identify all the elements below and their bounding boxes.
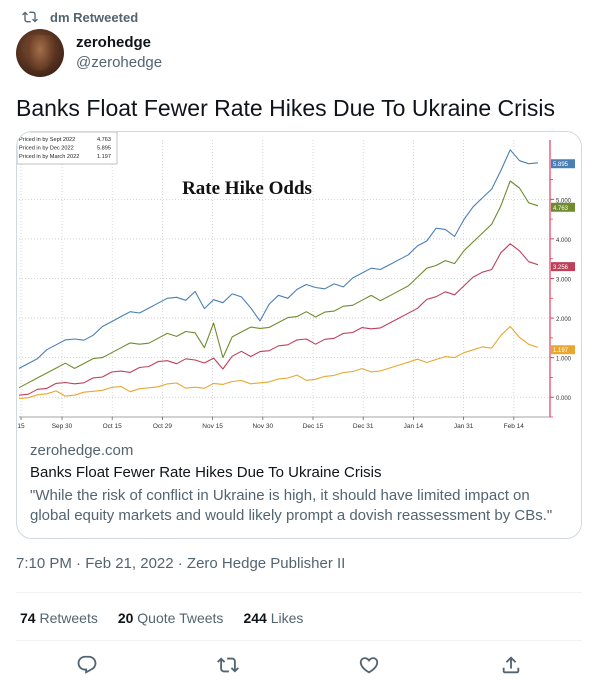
quotes-label: Quote Tweets [137, 610, 224, 626]
retweet-action-icon [217, 657, 239, 673]
legend-value: 5.895 [97, 146, 111, 152]
x-tick-label: Nov 15 [202, 423, 223, 430]
like-button[interactable] [358, 654, 382, 678]
y-tick-label: 1.000 [556, 357, 572, 363]
y-tick-label: 3.000 [556, 278, 572, 284]
series-line [18, 243, 539, 396]
end-value-label: 5.895 [553, 162, 569, 168]
legend-label: Priced in by Dec 2022 [19, 146, 74, 152]
x-tick-label: Dec 31 [353, 423, 374, 430]
link-card[interactable]: 5.895 4.763 3.256 1.197 Priced in by Sept 2… [16, 131, 582, 539]
y-tick-label: 5.000 [556, 198, 572, 204]
chart-image: 5.895 4.763 3.256 1.197 Priced in by Sept 2… [17, 132, 581, 432]
divider [16, 640, 582, 641]
x-tick-label: 15 [17, 423, 25, 430]
y-tick-label: 2.000 [556, 317, 572, 323]
retweet-icon [22, 11, 38, 23]
end-value-badge [551, 202, 575, 212]
x-tick-label: Jan 31 [454, 423, 474, 430]
retweet-label: dm Retweeted [50, 9, 139, 25]
card-domain: zerohedge.com [30, 442, 134, 459]
end-value-label: 4.763 [553, 206, 569, 212]
retweets-stat[interactable]: 74 Retweets [20, 610, 98, 626]
action-bar [0, 650, 598, 682]
likes-stat[interactable]: 244 Likes [243, 610, 303, 626]
timestamp[interactable]: 7:10 PM · Feb 21, 2022 · Zero Hedge Publ… [16, 555, 346, 572]
legend-label: Priced in by Sept 2022 [19, 137, 75, 143]
retweets-label: Retweets [39, 610, 98, 626]
legend-label: Priced in by March 2022 [19, 154, 79, 160]
legend-value: 4.763 [97, 137, 111, 143]
x-tick-label: Oct 15 [103, 423, 123, 430]
series-line [18, 325, 539, 400]
end-value-badge [551, 159, 575, 169]
x-tick-label: Jan 14 [404, 423, 424, 430]
retweet-button[interactable] [217, 654, 241, 678]
share-icon [502, 656, 520, 674]
end-value-badge [551, 345, 575, 355]
x-tick-label: Feb 14 [504, 423, 525, 430]
chart-title: Rate Hike Odds [182, 178, 312, 199]
x-tick-label: Oct 29 [153, 423, 173, 430]
author-name[interactable]: zerohedge [76, 34, 152, 51]
author-handle[interactable]: @zerohedge [76, 54, 163, 71]
rate-hike-chart: 5.895 4.763 3.256 1.197 Priced in by Sept 2… [17, 132, 581, 432]
card-description: "While the risk of conflict in Ukraine i… [30, 487, 553, 524]
reply-icon [77, 655, 97, 674]
end-value-label: 3.256 [553, 265, 569, 271]
y-tick-label: 4.000 [556, 238, 572, 244]
x-tick-label: Nov 30 [252, 423, 273, 430]
card-title[interactable]: Banks Float Fewer Rate Hikes Due To Ukra… [30, 464, 382, 481]
likes-label: Likes [270, 610, 304, 626]
legend-box [17, 132, 118, 165]
series-line [18, 149, 539, 369]
share-button[interactable] [500, 654, 524, 678]
tweet-text: Banks Float Fewer Rate Hikes Due To Ukra… [16, 95, 555, 121]
author-block[interactable]: zerohedge @zerohedge [76, 33, 162, 73]
series-line [18, 180, 539, 389]
quotes-stat[interactable]: 20 Quote Tweets [118, 610, 224, 626]
y-tick-label: 0.000 [556, 396, 572, 402]
quotes-count: 20 [117, 610, 134, 626]
end-value-label: 1.197 [553, 348, 569, 354]
retweets-count: 74 [20, 610, 36, 626]
avatar[interactable] [16, 29, 64, 77]
x-tick-label: Sep 30 [52, 423, 73, 430]
like-icon [359, 657, 379, 674]
engagement-stats: 74 Retweets 20 Quote Tweets 244 Likes [20, 610, 303, 626]
divider [16, 592, 582, 593]
x-tick-label: Dec 15 [303, 423, 324, 430]
card-meta[interactable]: zerohedge.com Banks Float Fewer Rate Hik… [30, 441, 569, 526]
legend-value: 1.197 [97, 154, 111, 160]
retweet-context[interactable]: dm Retweeted [22, 8, 138, 26]
end-value-badge [551, 262, 575, 272]
reply-button[interactable] [76, 654, 100, 678]
likes-count: 244 [243, 610, 267, 626]
